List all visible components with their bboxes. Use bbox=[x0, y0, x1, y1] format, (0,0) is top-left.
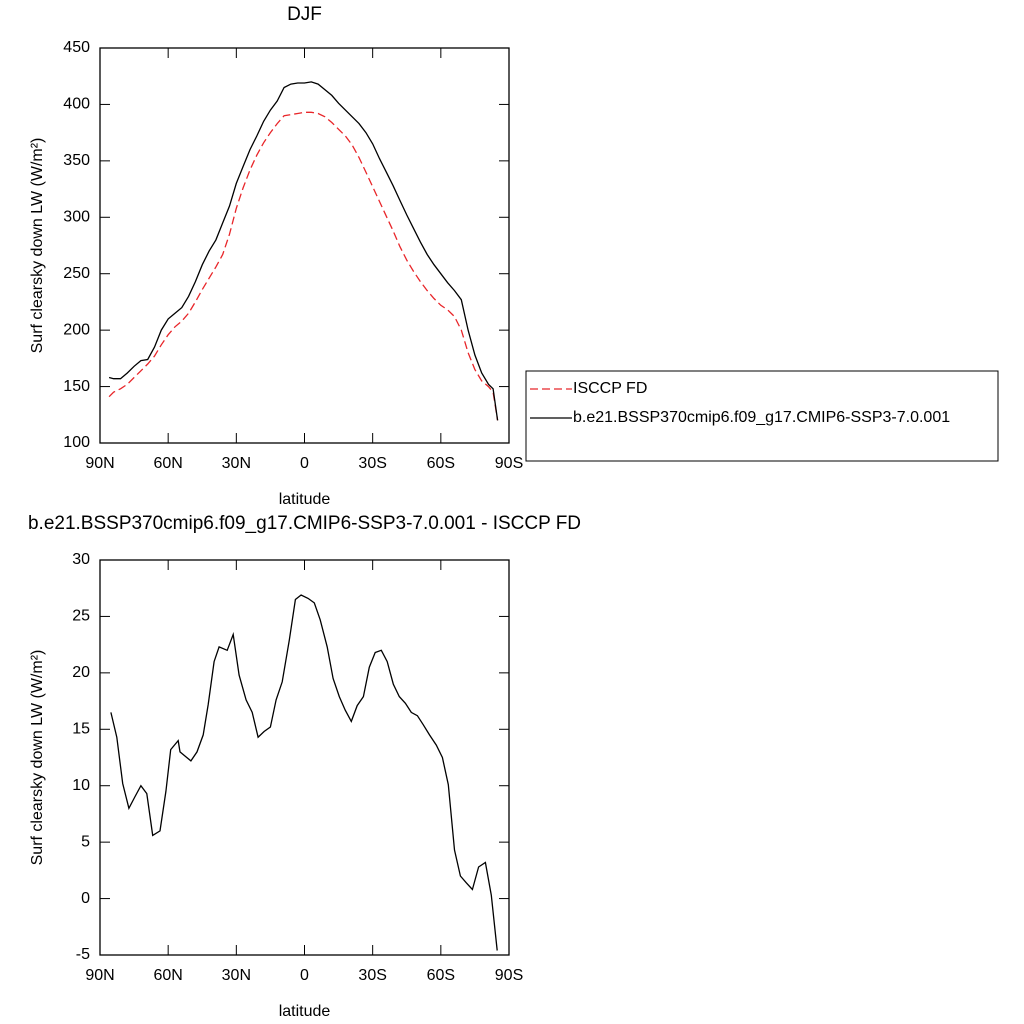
y-tick-label: 200 bbox=[63, 321, 90, 338]
x-tick-label: 90N bbox=[85, 455, 114, 472]
y-tick-label: 450 bbox=[63, 39, 90, 56]
y-tick-label: 5 bbox=[81, 833, 90, 850]
x-tick-label: 60S bbox=[427, 455, 455, 472]
y-axis-label: Surf clearsky down LW (W/m²) bbox=[29, 138, 46, 354]
plot-frame bbox=[99, 559, 510, 956]
plot: DJF 100 150 200 250 300 350 400 450 90N 60N 30N 0 30S… bbox=[29, 4, 999, 508]
x-tick-label: 0 bbox=[300, 455, 309, 472]
x-tick-label: 30S bbox=[358, 455, 386, 472]
chart-title: b.e21.BSSP370cmip6.f09_g17.CMIP6-SSP3-7.… bbox=[28, 513, 581, 534]
x-axis-label: latitude bbox=[279, 1003, 331, 1020]
x-tick-label: 60N bbox=[153, 967, 182, 984]
x-tick-label: 30N bbox=[222, 967, 251, 984]
legend-label: b.e21.BSSP370cmip6.f09_g17.CMIP6-SSP3-7.… bbox=[573, 409, 950, 426]
legend-label: ISCCP FD bbox=[573, 380, 647, 397]
series-line bbox=[108, 111, 499, 421]
x-tick-label: 90S bbox=[495, 455, 523, 472]
plot-frame bbox=[99, 47, 510, 444]
y-tick-label: 30 bbox=[72, 551, 90, 568]
y-tick-label: 300 bbox=[63, 209, 90, 226]
y-axis-label: Surf clearsky down LW (W/m²) bbox=[29, 650, 46, 866]
y-tick-label: -5 bbox=[76, 946, 90, 963]
y-tick-label: 0 bbox=[81, 890, 90, 907]
y-tick-label: 25 bbox=[72, 608, 90, 625]
y-tick-label: 20 bbox=[72, 664, 90, 681]
series-line bbox=[108, 81, 499, 421]
y-tick-label: 100 bbox=[63, 434, 90, 451]
chart-title: DJF bbox=[287, 4, 322, 25]
legend: ISCCP FD b.e21.BSSP370cmip6.f09_g17.CMIP6… bbox=[525, 370, 999, 462]
x-tick-label: 30N bbox=[222, 455, 251, 472]
x-tick-label: 90N bbox=[85, 967, 114, 984]
y-tick-label: 10 bbox=[72, 777, 90, 794]
x-tick-label: 60N bbox=[153, 455, 182, 472]
y-tick-label: 400 bbox=[63, 96, 90, 113]
x-tick-label: 90S bbox=[495, 967, 523, 984]
plot: b.e21.BSSP370cmip6.f09_g17.CMIP6-SSP3-7.… bbox=[28, 513, 581, 1020]
x-axis-label: latitude bbox=[279, 491, 331, 508]
x-tick-label: 0 bbox=[300, 967, 309, 984]
y-tick-label: 250 bbox=[63, 265, 90, 282]
series-line bbox=[110, 594, 498, 951]
y-tick-label: 350 bbox=[63, 152, 90, 169]
y-tick-label: 150 bbox=[63, 378, 90, 395]
y-tick-label: 15 bbox=[72, 721, 90, 738]
legend-box bbox=[525, 370, 999, 462]
x-tick-label: 30S bbox=[358, 967, 386, 984]
x-tick-label: 60S bbox=[427, 967, 455, 984]
